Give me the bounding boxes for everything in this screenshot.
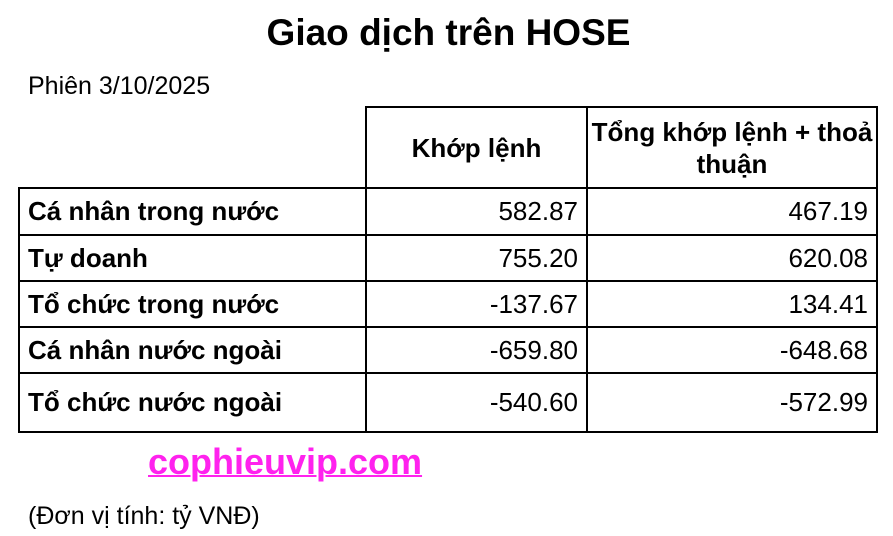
table-row: Tự doanh 755.20 620.08: [18, 234, 878, 282]
total-value: 620.08: [586, 234, 878, 282]
total-value: -648.68: [586, 326, 878, 374]
row-label: Tổ chức trong nước: [18, 280, 367, 328]
row-label: Cá nhân trong nước: [18, 187, 367, 236]
session-date: Phiên 3/10/2025: [28, 72, 211, 100]
trading-table: Khớp lệnh Tổng khớp lệnh + thoả thuận Cá…: [18, 106, 878, 433]
row-label: Cá nhân nước ngoài: [18, 326, 367, 374]
matched-value: -659.80: [365, 326, 588, 374]
unit-note: (Đơn vị tính: tỷ VNĐ): [28, 502, 260, 530]
matched-value: 755.20: [365, 234, 588, 282]
matched-value: -137.67: [365, 280, 588, 328]
row-label: Tự doanh: [18, 234, 367, 282]
table-row: Cá nhân nước ngoài -659.80 -648.68: [18, 326, 878, 374]
header-matched: Khớp lệnh: [365, 106, 588, 189]
header-total: Tổng khớp lệnh + thoả thuận: [586, 106, 878, 189]
page-title: Giao dịch trên HOSE: [266, 12, 631, 53]
header-row: Khớp lệnh Tổng khớp lệnh + thoả thuận: [19, 106, 878, 189]
total-value: 467.19: [586, 187, 878, 236]
table-row: Cá nhân trong nước 582.87 467.19: [18, 187, 878, 236]
total-value: -572.99: [586, 372, 878, 433]
row-label: Tổ chức nước ngoài: [18, 372, 367, 433]
total-value: 134.41: [586, 280, 878, 328]
table-row: Tổ chức nước ngoài -540.60 -572.99: [18, 372, 878, 433]
website-link[interactable]: cophieuvip.com: [148, 441, 423, 482]
table-row: Tổ chức trong nước -137.67 134.41: [18, 280, 878, 328]
matched-value: 582.87: [365, 187, 588, 236]
empty-header-cell: [19, 107, 367, 189]
matched-value: -540.60: [365, 372, 588, 433]
